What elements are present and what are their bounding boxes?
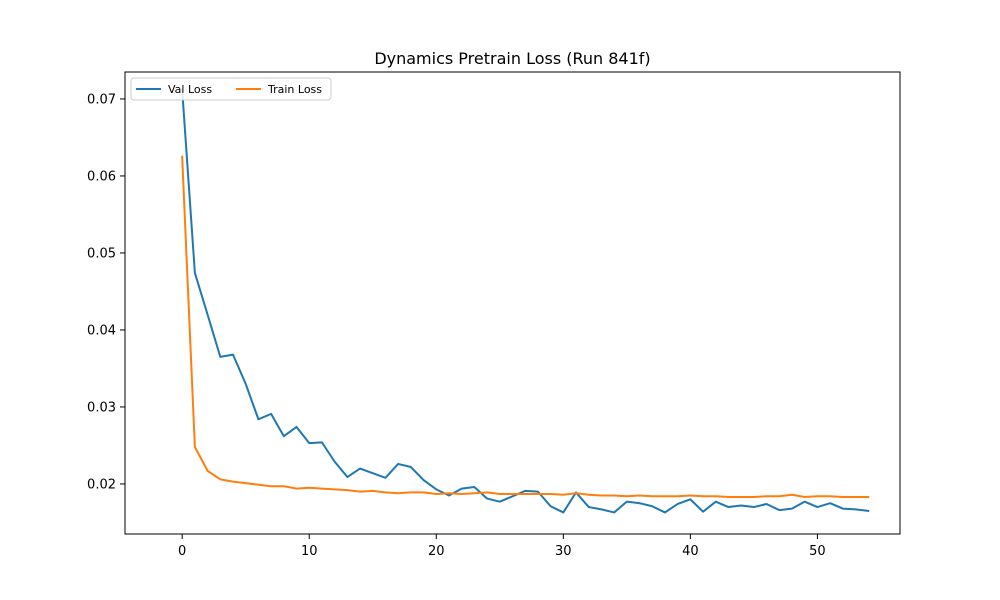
- x-tick-label: 40: [682, 544, 699, 559]
- y-tick-label: 0.07: [87, 92, 116, 107]
- legend: Val Loss Train Loss: [130, 77, 332, 101]
- legend-label-val-loss: Val Loss: [168, 83, 212, 96]
- x-tick-label: 20: [428, 544, 445, 559]
- y-tick-label: 0.03: [87, 400, 116, 415]
- y-tick-label: 0.02: [87, 477, 116, 492]
- series-line-train-loss: [181, 155, 870, 499]
- x-tick-label: 0: [178, 544, 186, 559]
- plot-frame: [124, 71, 901, 535]
- y-tick-label: 0.05: [87, 246, 116, 261]
- x-tick-label: 30: [555, 544, 572, 559]
- plot-area: [181, 88, 870, 514]
- legend-box: [130, 77, 332, 101]
- y-tick-label: 0.06: [87, 169, 116, 184]
- series-line-val-loss: [181, 88, 870, 514]
- legend-label-train-loss: Train Loss: [267, 83, 322, 96]
- y-tick-label: 0.04: [87, 323, 116, 338]
- chart-title: Dynamics Pretrain Loss (Run 841f): [374, 49, 650, 68]
- x-tick-label: 50: [809, 544, 826, 559]
- axes: 0 10 20 30 40 50 0.02 0.03 0.04 0.05 0.06 0.07: [87, 71, 901, 559]
- x-tick-label: 10: [301, 544, 318, 559]
